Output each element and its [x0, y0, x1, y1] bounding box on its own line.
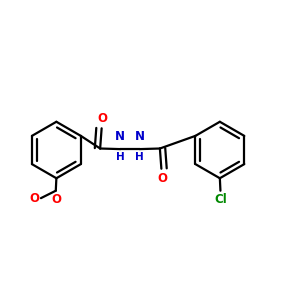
Text: O: O: [51, 193, 62, 206]
Text: O: O: [97, 112, 107, 125]
Text: H: H: [135, 152, 144, 162]
Text: O: O: [157, 172, 167, 185]
Text: Cl: Cl: [214, 193, 227, 206]
Text: N: N: [116, 130, 125, 142]
Text: O: O: [29, 192, 39, 205]
Text: H: H: [116, 152, 125, 162]
Text: N: N: [135, 130, 145, 142]
